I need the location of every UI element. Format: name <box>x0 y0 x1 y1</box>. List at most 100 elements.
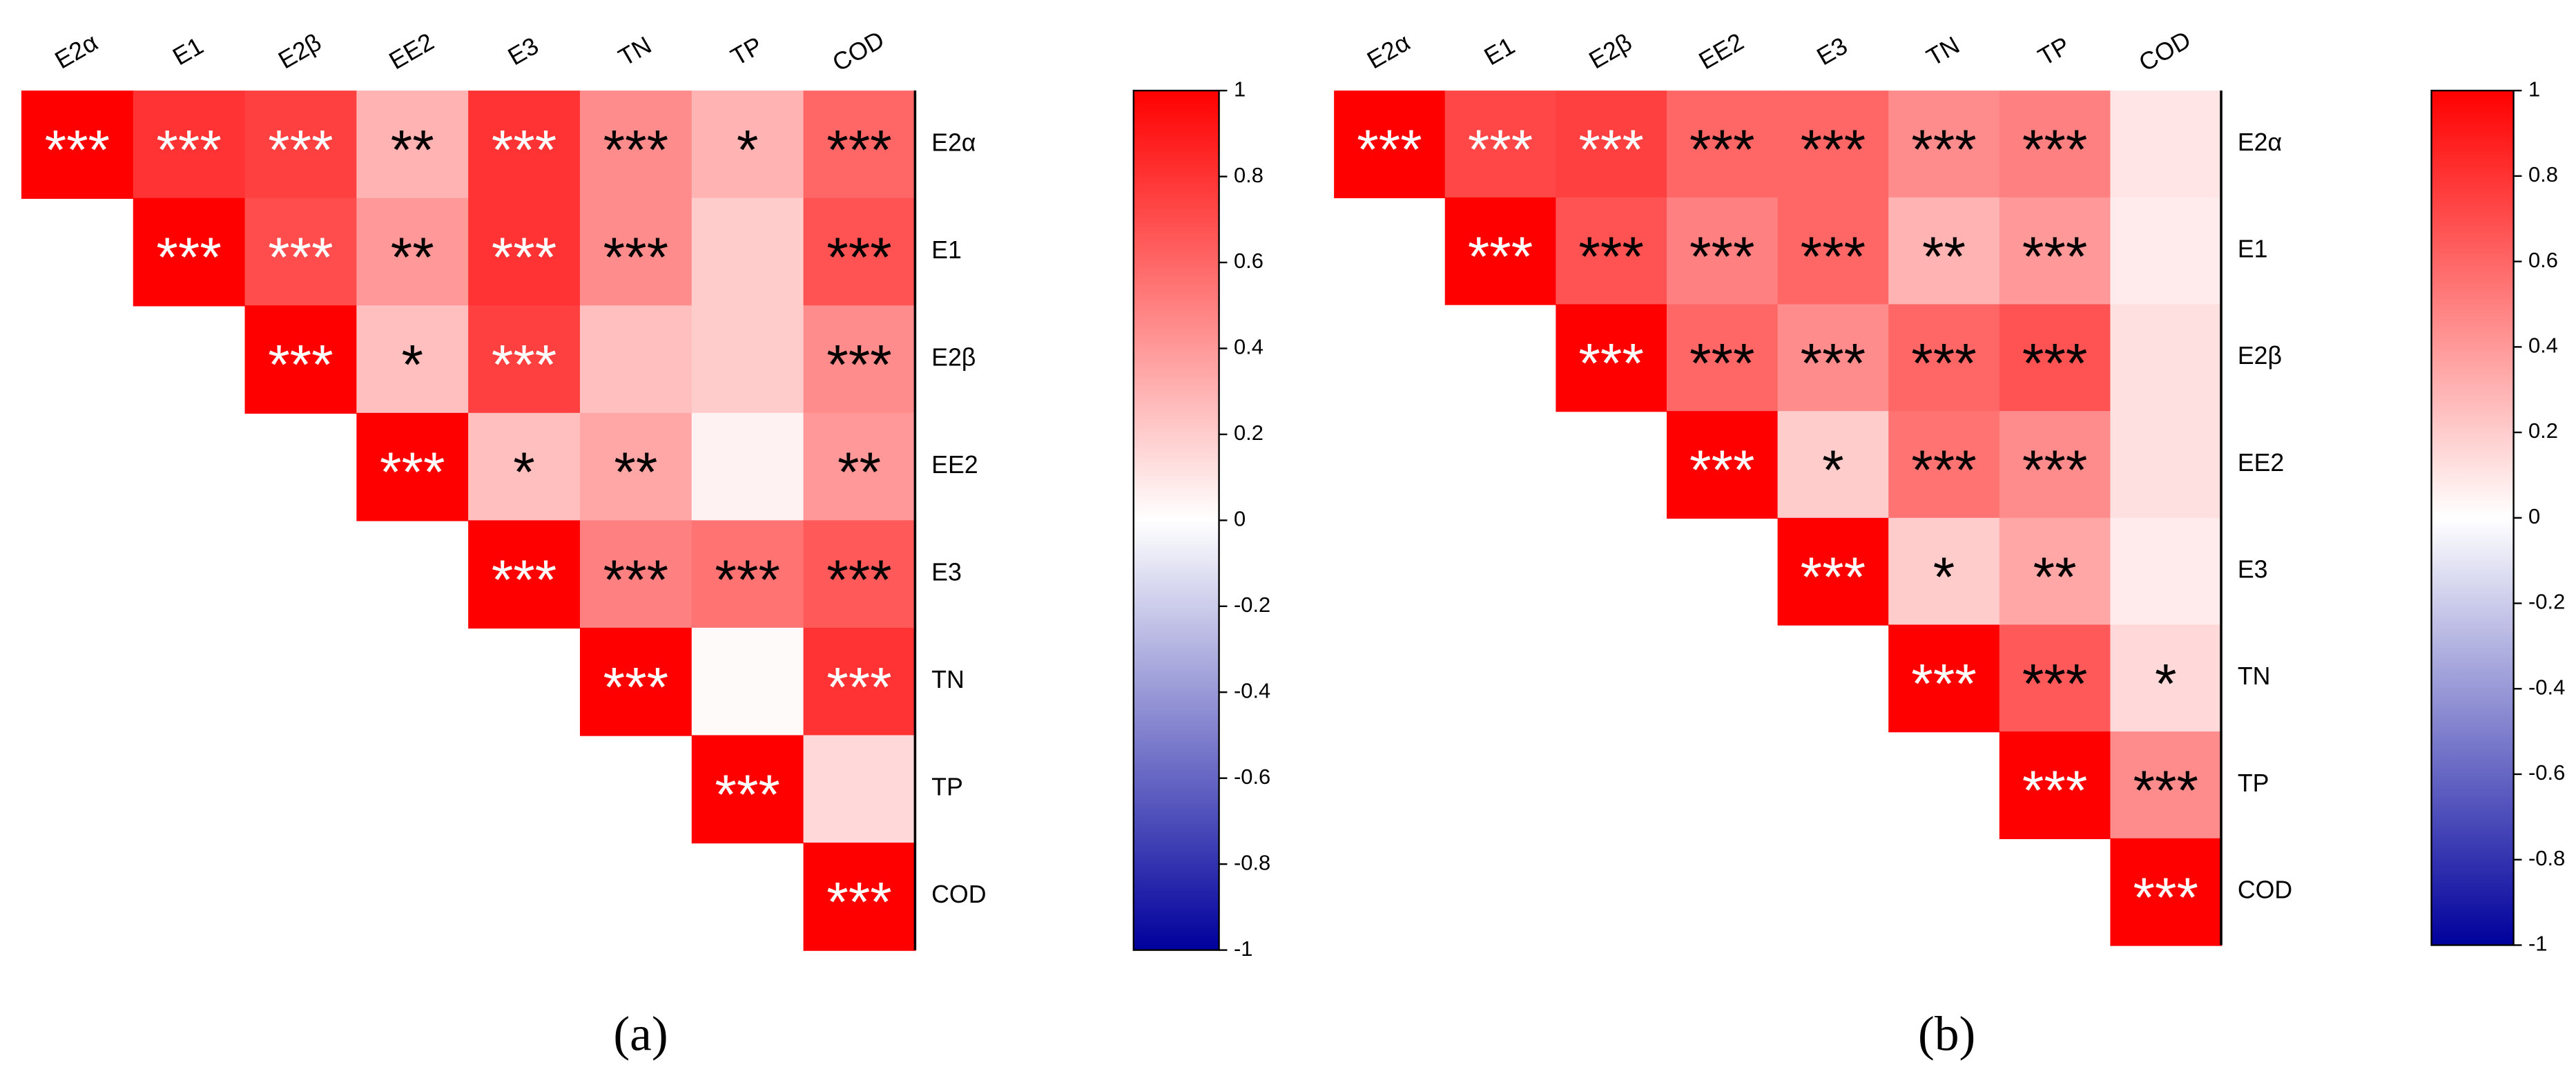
cell <box>1777 90 1890 199</box>
column-label: E3 <box>503 32 543 70</box>
significance-label: *** <box>1911 653 1976 715</box>
significance-label: *** <box>2022 226 2087 288</box>
cell <box>356 198 469 307</box>
cell <box>244 305 358 414</box>
cell <box>1334 90 1446 199</box>
cell <box>356 412 469 521</box>
cell <box>1999 197 2111 305</box>
significance-label: *** <box>45 119 110 182</box>
row-label: EE2 <box>2238 449 2284 477</box>
cell <box>691 305 804 414</box>
cell <box>1999 731 2111 839</box>
cell <box>1777 517 1890 626</box>
significance-label: *** <box>156 227 221 289</box>
row-label: E2β <box>931 343 976 371</box>
significance-label: *** <box>1689 439 1754 501</box>
significance-label: *** <box>268 227 333 289</box>
significance-label: *** <box>603 549 668 611</box>
cell <box>1999 517 2111 626</box>
colorbar-tick-label: -0.8 <box>1234 850 1270 874</box>
cell <box>1888 517 2000 626</box>
significance-label: *** <box>603 119 668 182</box>
cell <box>579 627 693 736</box>
cell <box>244 90 358 199</box>
cell <box>1888 197 2000 305</box>
cell <box>1999 624 2111 733</box>
cell <box>133 90 246 199</box>
significance-label: * <box>402 334 423 396</box>
cell <box>1888 411 2000 519</box>
column-label: TP <box>2033 31 2074 70</box>
colorbar-tick-label: 0.6 <box>1234 249 1263 273</box>
colorbar-tick-label: 0.2 <box>2528 419 2558 443</box>
column-label: COD <box>828 26 889 77</box>
cell <box>1888 624 2000 733</box>
caption: (b) <box>1918 1006 1975 1061</box>
cell <box>1444 197 1557 305</box>
cell <box>2110 90 2222 199</box>
cell <box>1444 90 1557 199</box>
colorbar-tick-label: 0 <box>2528 504 2540 528</box>
significance-label: *** <box>492 227 556 289</box>
cell <box>1556 197 1668 305</box>
cell <box>803 90 916 199</box>
significance-label: *** <box>380 441 445 503</box>
cell <box>1777 304 1890 412</box>
significance-label: ** <box>614 441 657 503</box>
cell <box>691 412 804 521</box>
colorbar-tick-label: -0.2 <box>1234 593 1270 617</box>
cell <box>133 198 246 307</box>
cell <box>1999 411 2111 519</box>
cell <box>803 735 916 844</box>
colorbar-tick-label: 0.4 <box>1234 335 1263 359</box>
cell <box>579 198 693 307</box>
row-label: TP <box>931 774 963 801</box>
significance-label: *** <box>2022 653 2087 715</box>
cell <box>2110 731 2222 839</box>
colorbar-tick-label: 0.6 <box>2528 248 2558 272</box>
significance-label: *** <box>1911 119 1976 181</box>
significance-label: *** <box>1578 226 1643 288</box>
column-label: E1 <box>1480 32 1520 70</box>
significance-label: *** <box>715 549 779 611</box>
row-label: TN <box>931 666 965 693</box>
significance-label: *** <box>1911 332 1976 394</box>
colorbar <box>1132 89 1220 951</box>
row-label: EE2 <box>931 451 978 479</box>
column-label: E2β <box>273 28 326 75</box>
significance-label: *** <box>826 119 891 182</box>
cell <box>803 627 916 736</box>
colorbar-tick-label: 1 <box>1234 77 1246 101</box>
cell <box>691 627 804 736</box>
cell <box>803 198 916 307</box>
column-label: TN <box>614 31 656 71</box>
significance-label: *** <box>603 656 668 718</box>
significance-label: *** <box>1578 332 1643 394</box>
cell <box>691 90 804 199</box>
significance-label: *** <box>1689 226 1754 288</box>
significance-label: *** <box>492 334 556 396</box>
colorbar-tick-label: 1 <box>2528 77 2540 101</box>
significance-label: *** <box>156 119 221 182</box>
column-label: E3 <box>1812 32 1852 70</box>
significance-label: *** <box>268 119 333 182</box>
significance-label: ** <box>2033 546 2077 608</box>
significance-label: ** <box>391 227 434 289</box>
significance-label: * <box>1822 439 1843 501</box>
cell <box>468 90 581 199</box>
colorbar-tick-label: -0.6 <box>1234 765 1270 789</box>
cell <box>579 90 693 199</box>
cell <box>803 843 916 951</box>
column-label: E2β <box>1585 28 1637 75</box>
row-label: E2α <box>2238 128 2282 156</box>
significance-label: *** <box>1801 332 1866 394</box>
cell <box>579 520 693 629</box>
row-label: E2α <box>931 128 976 156</box>
cell <box>803 305 916 414</box>
significance-label: *** <box>1801 546 1866 608</box>
significance-label: *** <box>715 764 779 826</box>
cell <box>1999 90 2111 199</box>
cell <box>803 412 916 521</box>
significance-label: * <box>513 441 534 503</box>
cell <box>691 735 804 844</box>
